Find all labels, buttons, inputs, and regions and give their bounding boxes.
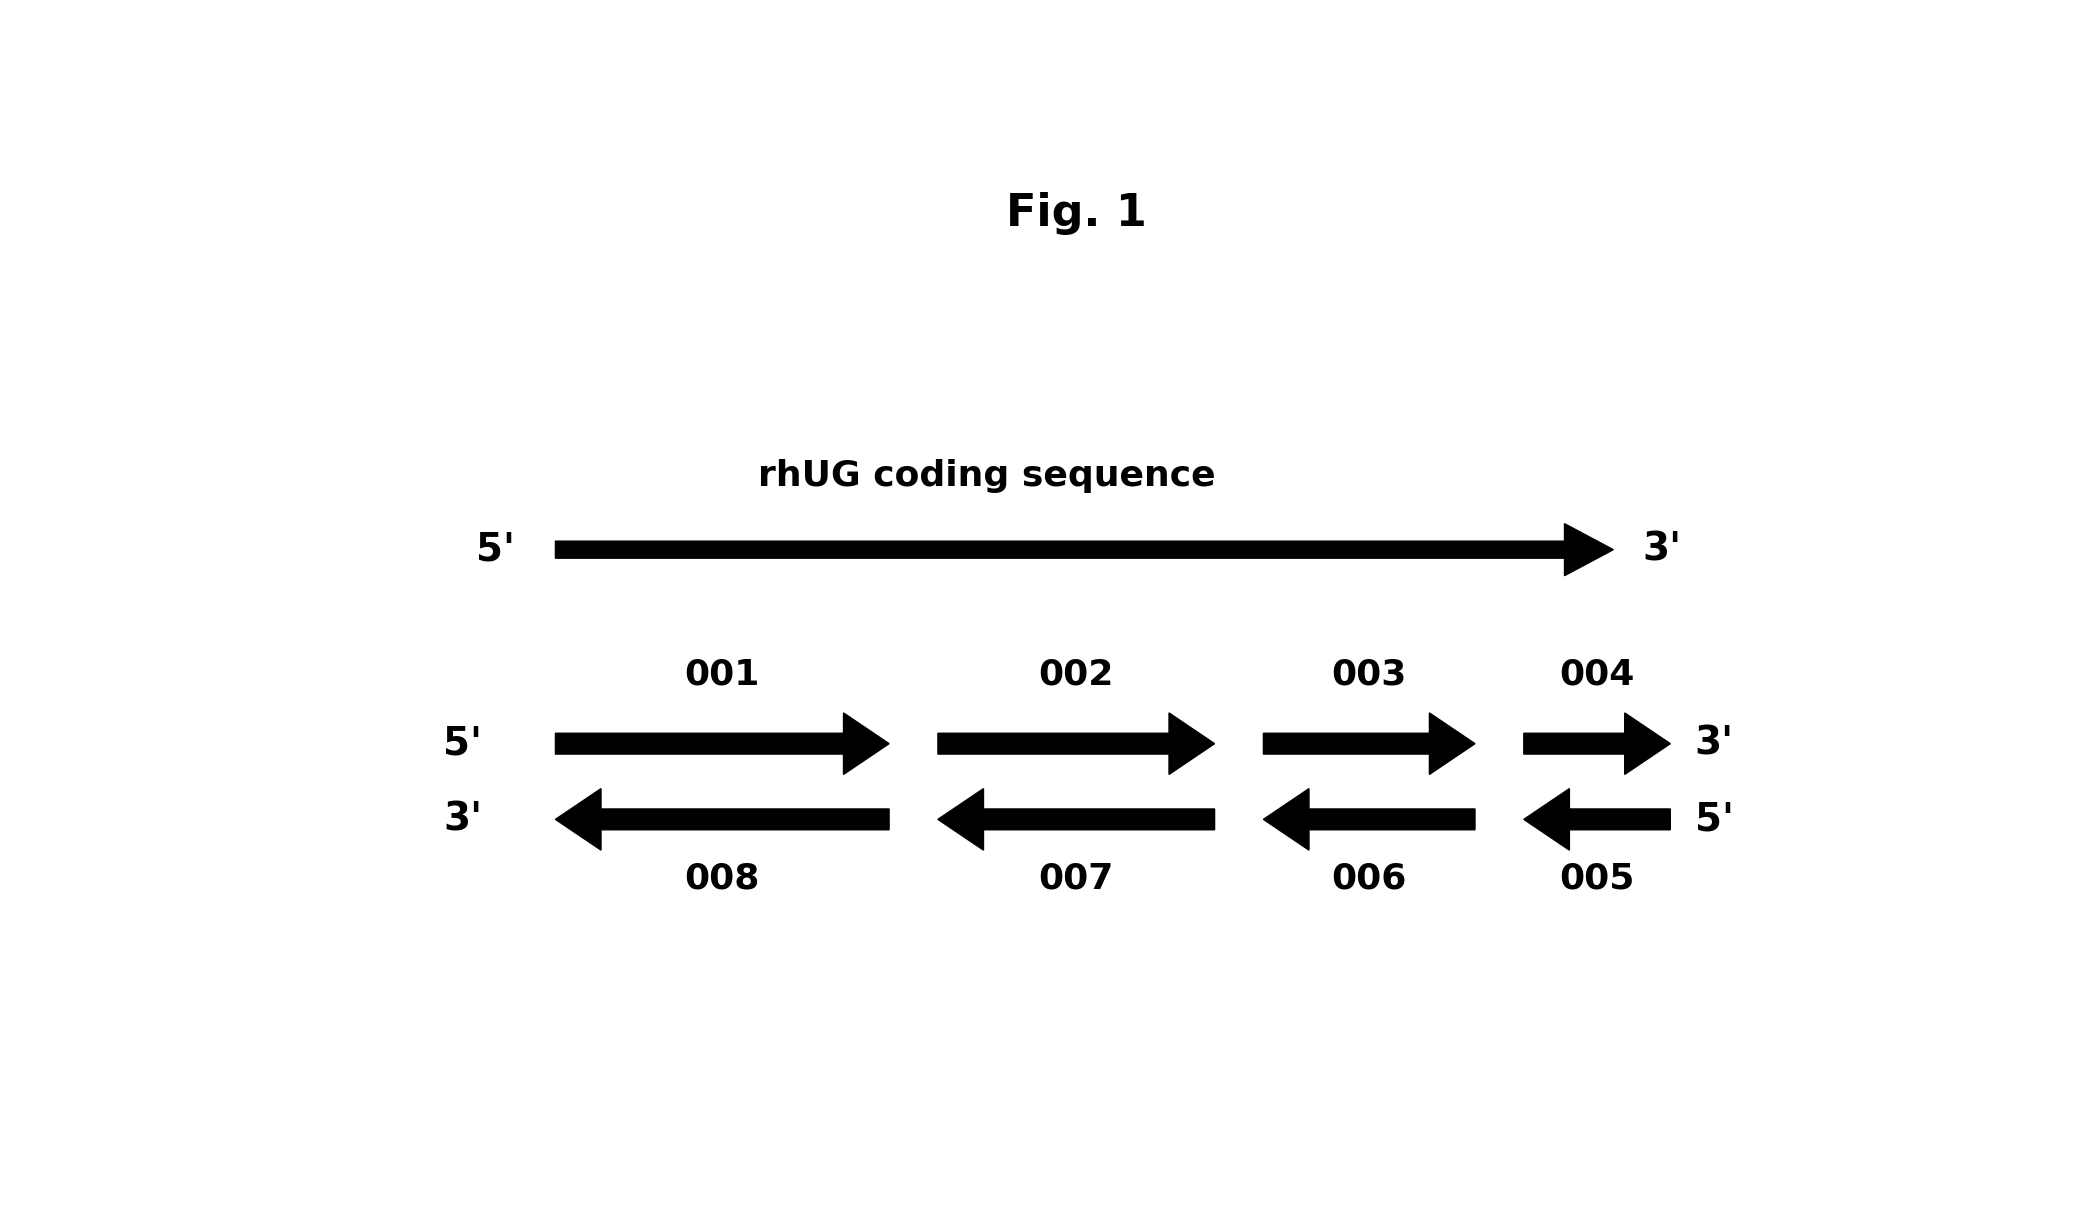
Text: 5': 5' [443, 725, 483, 763]
Text: 003: 003 [1331, 658, 1407, 692]
Text: 3': 3' [1695, 725, 1735, 763]
Text: 5': 5' [1695, 800, 1735, 838]
Text: 008: 008 [685, 862, 760, 896]
FancyArrow shape [1525, 713, 1670, 774]
Text: 3': 3' [443, 800, 483, 838]
Text: 007: 007 [1040, 862, 1113, 896]
Text: 5': 5' [477, 531, 514, 569]
FancyArrow shape [939, 789, 1214, 850]
FancyArrow shape [554, 524, 1613, 575]
Text: 005: 005 [1560, 862, 1634, 896]
Text: Fig. 1: Fig. 1 [1006, 192, 1147, 235]
Text: 3': 3' [1642, 531, 1682, 569]
FancyArrow shape [939, 713, 1214, 774]
Text: 001: 001 [685, 658, 760, 692]
Text: rhUG coding sequence: rhUG coding sequence [758, 458, 1216, 493]
FancyArrow shape [1264, 789, 1474, 850]
Text: 002: 002 [1040, 658, 1113, 692]
Text: 004: 004 [1560, 658, 1634, 692]
FancyArrow shape [1264, 713, 1474, 774]
Text: 006: 006 [1331, 862, 1407, 896]
FancyArrow shape [554, 789, 888, 850]
FancyArrow shape [554, 713, 888, 774]
FancyArrow shape [1525, 789, 1670, 850]
